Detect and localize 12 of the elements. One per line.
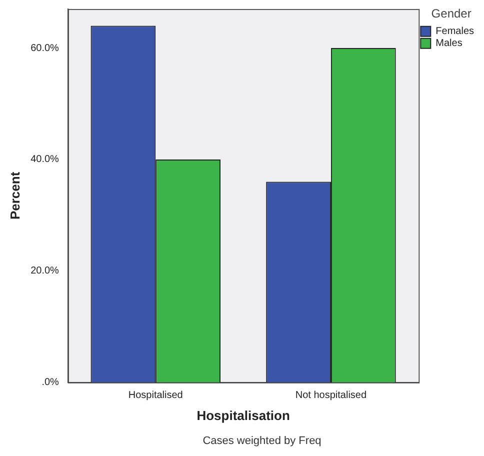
- text: Cases weighted by Freq: [202, 435, 322, 447]
- legend-title: Gender: [431, 6, 472, 20]
- x-tick-label: Hospitalised: [128, 390, 183, 402]
- y-tick-label: 20.0%: [30, 266, 60, 277]
- legend-label: Females: [436, 26, 474, 38]
- x-axis-title: Hospitalisation: [196, 408, 290, 423]
- y-tick-label: 60.0%: [30, 42, 60, 54]
- y-tick-label: .0%: [42, 377, 60, 388]
- y-axis-title: Percent: [7, 171, 22, 220]
- x-tick-label: Not hospitalised: [295, 390, 367, 402]
- legend-label: Males: [436, 38, 462, 50]
- y-tick-label: 40.0%: [30, 154, 60, 166]
